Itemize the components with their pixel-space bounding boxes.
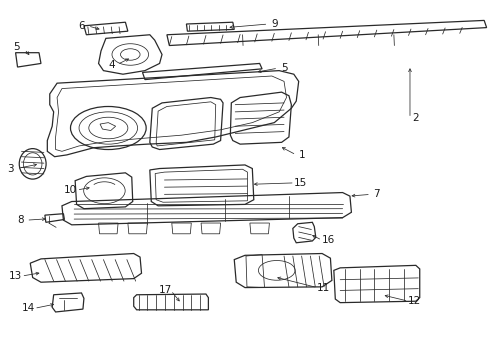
Text: 10: 10 bbox=[64, 185, 77, 195]
Text: 8: 8 bbox=[17, 215, 24, 225]
Text: 14: 14 bbox=[22, 303, 35, 314]
Text: 12: 12 bbox=[408, 296, 421, 306]
Text: 5: 5 bbox=[281, 63, 287, 73]
Text: 13: 13 bbox=[9, 271, 22, 281]
Text: 5: 5 bbox=[13, 42, 20, 52]
Text: 7: 7 bbox=[373, 189, 380, 199]
Text: 16: 16 bbox=[321, 235, 335, 245]
Text: 6: 6 bbox=[79, 21, 85, 31]
Text: 4: 4 bbox=[108, 59, 115, 69]
Text: 17: 17 bbox=[158, 285, 172, 296]
Text: 3: 3 bbox=[7, 163, 14, 174]
Text: 1: 1 bbox=[299, 150, 305, 160]
Text: 2: 2 bbox=[413, 113, 419, 123]
Text: 11: 11 bbox=[317, 283, 330, 293]
Text: 15: 15 bbox=[294, 178, 307, 188]
Text: 9: 9 bbox=[271, 19, 278, 29]
